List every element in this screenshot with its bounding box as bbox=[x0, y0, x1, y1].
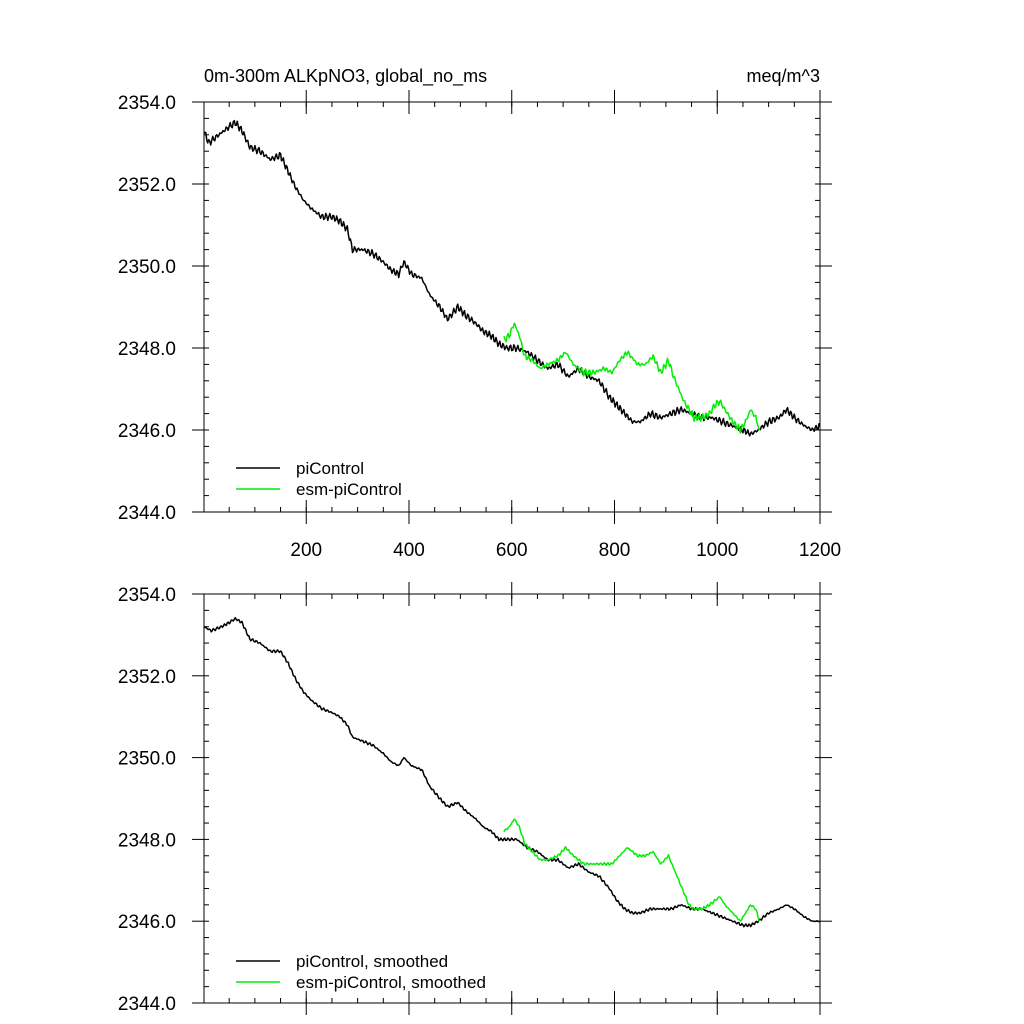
chart-units: meq/m^3 bbox=[747, 66, 820, 86]
legend-label: esm-piControl bbox=[296, 480, 402, 499]
chart-title: 0m-300m ALKpNO3, global_no_ms bbox=[204, 66, 487, 87]
x-tick-label: 1200 bbox=[799, 540, 841, 561]
x-tick-label: 600 bbox=[496, 540, 528, 561]
y-tick-label: 2352.0 bbox=[118, 667, 176, 688]
series-line-esm-picontrol-smoothed bbox=[503, 818, 761, 922]
top-panel: 2344.0 2346.0 2348.0 2350.0 2352.0 2354.0 200 4… bbox=[118, 90, 841, 561]
series-line-picontrol-smoothed bbox=[203, 616, 821, 928]
x-tick-label: 1000 bbox=[696, 540, 738, 561]
y-tick-label: 2354.0 bbox=[118, 93, 176, 114]
legend-label: piControl bbox=[296, 459, 364, 478]
plot-frame bbox=[203, 593, 821, 1004]
series-line-picontrol bbox=[203, 119, 821, 437]
y-tick-label: 2346.0 bbox=[118, 421, 176, 442]
x-tick-label: 400 bbox=[393, 540, 425, 561]
x-tick-label: 200 bbox=[290, 540, 322, 561]
y-tick-label: 2352.0 bbox=[118, 175, 176, 196]
plot-frame bbox=[203, 101, 821, 513]
x-tick-label: 800 bbox=[599, 540, 631, 561]
y-tick-label: 2348.0 bbox=[118, 339, 176, 360]
y-tick-label: 2350.0 bbox=[118, 257, 176, 278]
series-line-esm-picontrol bbox=[503, 322, 761, 434]
y-tick-label: 2346.0 bbox=[118, 912, 176, 933]
legend-label: esm-piControl, smoothed bbox=[296, 973, 486, 992]
bottom-panel: 2344.0 2346.0 2348.0 2350.0 2352.0 2354.0 piCo… bbox=[118, 582, 832, 1015]
y-tick-label: 2344.0 bbox=[118, 503, 176, 524]
y-tick-label: 2354.0 bbox=[118, 585, 176, 606]
legend-label: piControl, smoothed bbox=[296, 952, 448, 971]
y-tick-label: 2348.0 bbox=[118, 830, 176, 851]
y-tick-label: 2350.0 bbox=[118, 749, 176, 770]
y-tick-label: 2344.0 bbox=[118, 994, 176, 1015]
